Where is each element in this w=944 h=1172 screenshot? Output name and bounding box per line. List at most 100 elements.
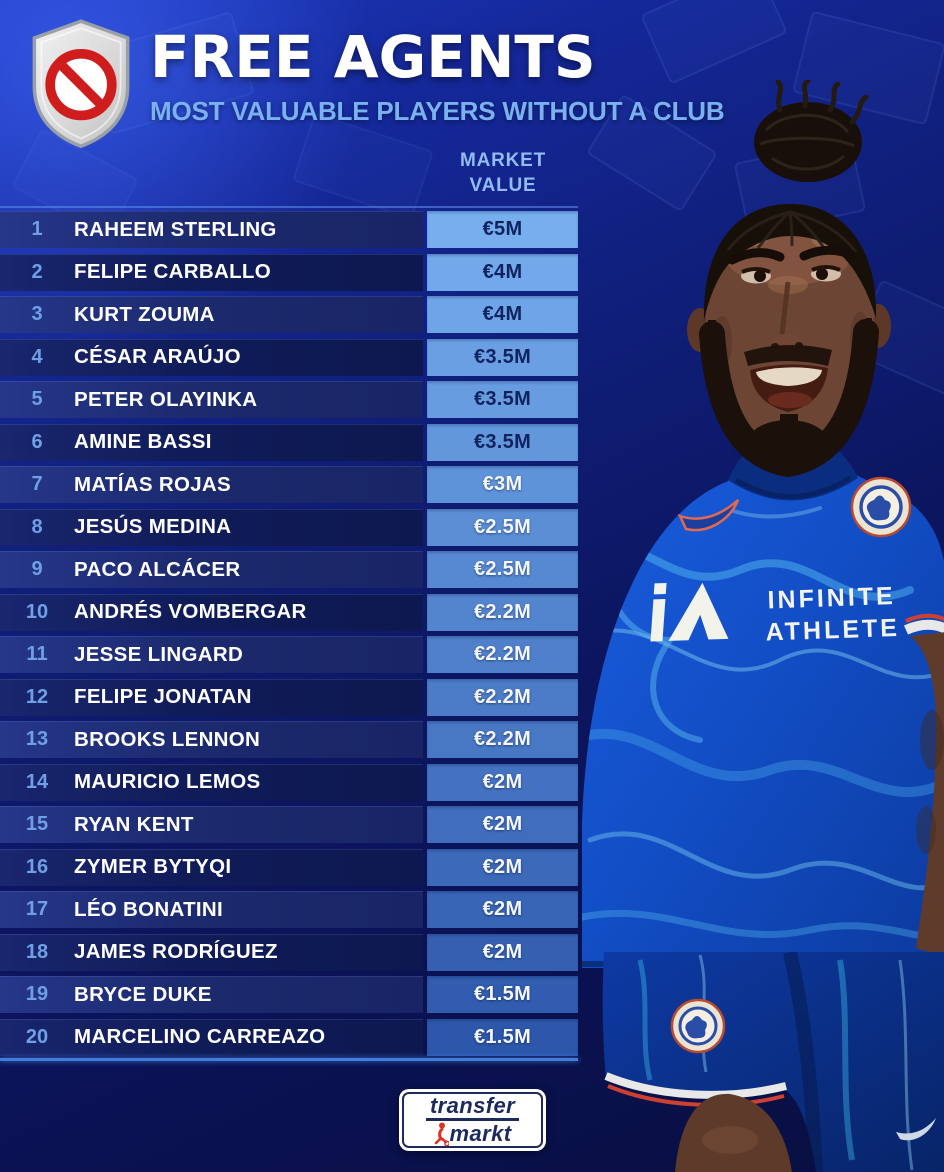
kicking-player-icon — [434, 1122, 449, 1146]
table-row: 14 MAURICIO LEMOS €2M — [0, 763, 578, 801]
nike-swoosh-icon — [677, 499, 740, 532]
table-row: 15 RYAN KENT €2M — [0, 806, 578, 843]
rank: 2 — [31, 260, 43, 283]
banknote-pattern — [291, 112, 435, 220]
chelsea-jersey: INFINITE ATHLETE — [582, 428, 944, 968]
market-value-header-line1: MARKET — [459, 150, 547, 171]
transfermarkt-logo-line1: transfer — [425, 1094, 520, 1121]
table-row: 17 LÉO BONATINI €2M — [0, 891, 578, 928]
market-value: €2M — [427, 848, 578, 886]
nike-swoosh-icon — [896, 1118, 936, 1141]
shorts-trim — [604, 1072, 787, 1099]
table-row: 7 MATÍAS ROJAS €3M — [0, 466, 578, 503]
page-title: FREE AGENTS — [150, 23, 596, 91]
market-value: €3.5M — [427, 381, 578, 418]
table-row: 9 PACO ALCÁCER €2.5M — [0, 551, 578, 588]
table-row: 13 BROOKS LENNON €2.2M — [0, 721, 578, 758]
market-value: €4M — [427, 253, 578, 291]
table-row: 12 FELIPE JONATAN €2.2M — [0, 678, 578, 716]
market-value: €4M — [427, 296, 578, 333]
table-row: 5 PETER OLAYINKA €3.5M — [0, 381, 578, 418]
rank: 8 — [31, 515, 43, 538]
player-name: PETER OLAYINKA — [74, 387, 258, 411]
rank: 5 — [31, 388, 43, 410]
market-value: €2M — [427, 933, 578, 971]
table-row: 8 JESÚS MEDINA €2.5M — [0, 508, 578, 546]
player-name: JESSE LINGARD — [74, 642, 244, 666]
table-row: 18 JAMES RODRÍGUEZ €2M — [0, 933, 578, 971]
player-name: FELIPE CARBALLO — [74, 260, 271, 283]
free-agents-table: 1 RAHEEM STERLING €5M 2 FELIPE CARBALLO €4M … — [0, 211, 578, 1056]
player-name: JAMES RODRÍGUEZ — [74, 940, 278, 963]
sleeve-trim — [903, 619, 944, 635]
rank: 13 — [25, 728, 49, 750]
player-photo: INFINITE ATHLETE — [582, 80, 944, 1172]
market-value-column-header: MARKET VALUE — [427, 148, 579, 198]
rank: 10 — [25, 600, 49, 623]
player-name: BRYCE DUKE — [74, 982, 212, 1006]
player-name: CÉSAR ARAÚJO — [74, 345, 241, 368]
market-value: €2.2M — [427, 636, 578, 673]
table-row: 20 MARCELINO CARREAZO €1.5M — [0, 1018, 578, 1056]
rank: 4 — [31, 345, 43, 368]
rank: 11 — [26, 643, 48, 665]
table-bottom-divider — [0, 1058, 578, 1061]
player-name: MAURICIO LEMOS — [74, 770, 261, 793]
rank: 9 — [31, 558, 43, 580]
rank: 1 — [31, 218, 43, 240]
rank: 7 — [31, 473, 43, 495]
market-value: €2.2M — [427, 721, 578, 758]
sponsor-text-line1: INFINITE — [767, 582, 896, 614]
player-name: RYAN KENT — [74, 812, 194, 836]
player-name: ANDRÉS VOMBERGAR — [74, 600, 307, 623]
sponsor-text-line2: ATHLETE — [765, 614, 900, 647]
market-value: €2M — [427, 891, 578, 928]
player-name: LÉO BONATINI — [74, 897, 223, 921]
table-row: 4 CÉSAR ARAÚJO €3.5M — [0, 338, 578, 376]
market-value: €5M — [427, 211, 578, 248]
market-value: €2.5M — [427, 551, 578, 588]
market-value: €2.2M — [427, 678, 578, 716]
table-row: 11 JESSE LINGARD €2.2M — [0, 636, 578, 673]
transfermarkt-logo-line2: markt — [449, 1121, 512, 1146]
player-name: MARCELINO CARREAZO — [74, 1025, 326, 1048]
rank: 14 — [25, 770, 49, 793]
market-value: €1.5M — [427, 976, 578, 1013]
market-value: €3M — [427, 466, 578, 503]
header: FREE AGENTS MOST VALUABLE PLAYERS WITHOU… — [150, 23, 725, 127]
table-row: 19 BRYCE DUKE €1.5M — [0, 976, 578, 1013]
rank: 17 — [25, 898, 49, 920]
player-forearm — [910, 632, 944, 958]
player-name: AMINE BASSI — [74, 430, 212, 453]
player-name: PACO ALCÁCER — [74, 557, 241, 581]
table-top-divider — [0, 206, 578, 208]
market-value: €3.5M — [427, 423, 578, 461]
player-name: BROOKS LENNON — [74, 727, 261, 751]
chelsea-badge-icon — [850, 476, 912, 538]
rank: 18 — [25, 940, 49, 963]
player-name: RAHEEM STERLING — [74, 217, 277, 241]
market-value: €2.5M — [427, 508, 578, 546]
table-row: 6 AMINE BASSI €3.5M — [0, 423, 578, 461]
table-row: 1 RAHEEM STERLING €5M — [0, 211, 578, 248]
player-head — [687, 80, 891, 478]
rank: 6 — [31, 430, 43, 453]
market-value: €2M — [427, 763, 578, 801]
rank: 16 — [25, 855, 49, 878]
table-row: 16 ZYMER BYTYQI €2M — [0, 848, 578, 886]
table-row: 10 ANDRÉS VOMBERGAR €2.2M — [0, 593, 578, 631]
sponsor-logo: INFINITE ATHLETE — [650, 582, 900, 647]
chelsea-badge-icon — [670, 998, 726, 1054]
player-name: MATÍAS ROJAS — [74, 472, 231, 496]
player-name: KURT ZOUMA — [74, 302, 215, 326]
market-value: €2.2M — [427, 593, 578, 631]
rank: 20 — [25, 1025, 49, 1048]
market-value: €1.5M — [427, 1018, 578, 1056]
transfermarkt-logo: transfer markt — [399, 1089, 546, 1151]
player-name: ZYMER BYTYQI — [74, 855, 232, 878]
no-entry-shield-icon — [32, 19, 130, 148]
table-row: 3 KURT ZOUMA €4M — [0, 296, 578, 333]
player-name: JESÚS MEDINA — [74, 515, 232, 538]
market-value-header-line2: VALUE — [469, 175, 537, 196]
